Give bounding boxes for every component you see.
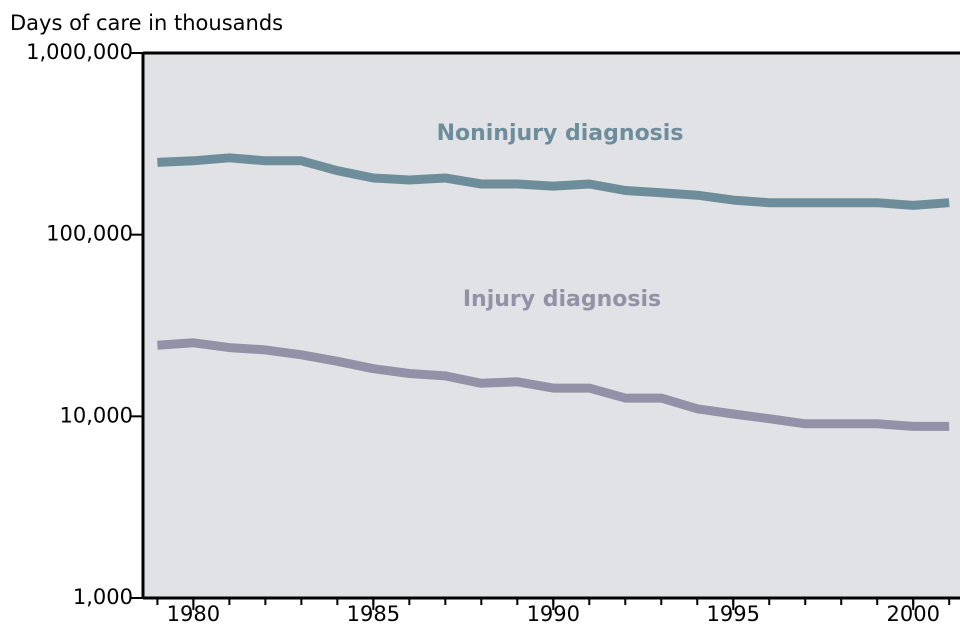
- series-label: Noninjury diagnosis: [437, 121, 684, 146]
- y-tick-label: 100,000: [46, 222, 133, 246]
- x-tick-label: 1995: [707, 602, 760, 626]
- y-tick-label: 1,000: [73, 585, 133, 609]
- x-tick-label: 1985: [347, 602, 400, 626]
- y-tick-label: 10,000: [60, 403, 133, 427]
- series-line: [157, 153, 950, 210]
- x-tick-label: 1980: [167, 602, 220, 626]
- x-tick-label: 1990: [527, 602, 580, 626]
- x-tick-label: 2000: [886, 602, 939, 626]
- series-line: [157, 338, 950, 431]
- y-tick-label: 1,000,000: [26, 40, 133, 64]
- series-label: Injury diagnosis: [463, 287, 661, 312]
- plot-background: [143, 53, 960, 598]
- y-axis-label: Days of care in thousands: [10, 11, 283, 35]
